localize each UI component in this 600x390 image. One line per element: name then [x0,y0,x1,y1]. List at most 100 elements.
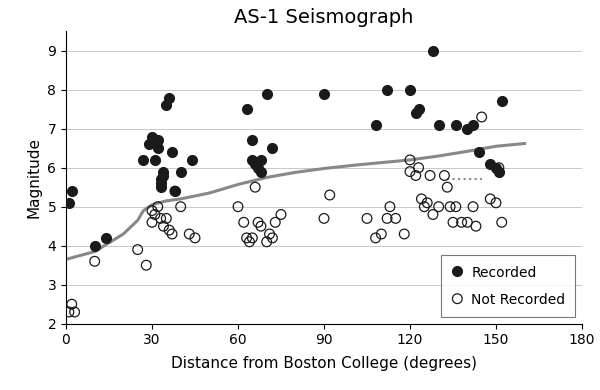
Not Recorded [414,165,424,171]
Not Recorded [451,204,461,210]
Recorded [494,168,503,175]
Not Recorded [382,215,392,222]
Recorded [67,188,77,194]
Not Recorded [400,231,409,237]
Recorded [434,122,443,128]
Not Recorded [425,172,435,179]
Recorded [411,110,421,116]
Recorded [371,122,380,128]
Recorded [405,87,415,93]
Not Recorded [64,309,74,315]
Not Recorded [485,196,495,202]
Not Recorded [142,262,151,268]
Not Recorded [385,204,395,210]
Title: AS-1 Seismograph: AS-1 Seismograph [235,8,413,27]
Recorded [158,172,168,179]
Recorded [256,168,266,175]
Not Recorded [463,219,472,225]
Not Recorded [147,219,157,225]
Not Recorded [268,235,277,241]
Not Recorded [176,204,185,210]
Not Recorded [265,231,274,237]
Recorded [428,48,438,54]
Not Recorded [491,200,501,206]
Legend: Recorded, Not Recorded: Recorded, Not Recorded [440,255,575,317]
Not Recorded [434,204,443,210]
Recorded [139,157,148,163]
Recorded [256,157,266,163]
Not Recorded [411,172,421,179]
Not Recorded [271,219,280,225]
Not Recorded [428,211,438,218]
Not Recorded [248,235,257,241]
Not Recorded [468,204,478,210]
Recorded [248,157,257,163]
Not Recorded [391,215,400,222]
Recorded [414,106,424,112]
Not Recorded [67,301,77,307]
Not Recorded [158,223,168,229]
Recorded [262,90,271,97]
Recorded [170,188,180,194]
Recorded [268,145,277,151]
Not Recorded [319,215,329,222]
Not Recorded [150,211,160,218]
Recorded [164,94,174,101]
Recorded [253,165,263,171]
Not Recorded [276,211,286,218]
Not Recorded [250,184,260,190]
Recorded [167,149,177,155]
Not Recorded [325,192,335,198]
Recorded [161,102,171,108]
Recorded [485,161,495,167]
Y-axis label: Magnitude: Magnitude [27,137,42,218]
Not Recorded [442,184,452,190]
Recorded [463,126,472,132]
Recorded [156,176,166,183]
Recorded [187,157,197,163]
X-axis label: Distance from Boston College (degrees): Distance from Boston College (degrees) [171,356,477,371]
Recorded [451,122,461,128]
Not Recorded [156,215,166,222]
Not Recorded [405,157,415,163]
Not Recorded [242,235,251,241]
Not Recorded [153,204,163,210]
Not Recorded [70,309,79,315]
Recorded [176,168,185,175]
Recorded [158,168,168,175]
Not Recorded [497,219,506,225]
Not Recorded [405,168,415,175]
Not Recorded [371,235,380,241]
Recorded [250,161,260,167]
Recorded [150,157,160,163]
Recorded [248,137,257,144]
Recorded [468,122,478,128]
Recorded [90,243,100,249]
Recorded [145,141,154,147]
Recorded [147,133,157,140]
Not Recorded [494,165,503,171]
Recorded [382,87,392,93]
Not Recorded [239,219,248,225]
Not Recorded [184,231,194,237]
Not Recorded [448,219,458,225]
Not Recorded [422,200,432,206]
Recorded [156,184,166,190]
Not Recorded [245,239,254,245]
Not Recorded [377,231,386,237]
Recorded [491,165,501,171]
Recorded [497,98,506,105]
Recorded [156,180,166,186]
Not Recorded [161,215,171,222]
Not Recorded [362,215,372,222]
Not Recorded [190,235,200,241]
Not Recorded [167,231,177,237]
Not Recorded [416,196,426,202]
Not Recorded [445,204,455,210]
Not Recorded [262,239,271,245]
Not Recorded [164,227,174,233]
Recorded [64,200,74,206]
Not Recorded [133,246,142,253]
Recorded [474,149,484,155]
Recorded [242,106,251,112]
